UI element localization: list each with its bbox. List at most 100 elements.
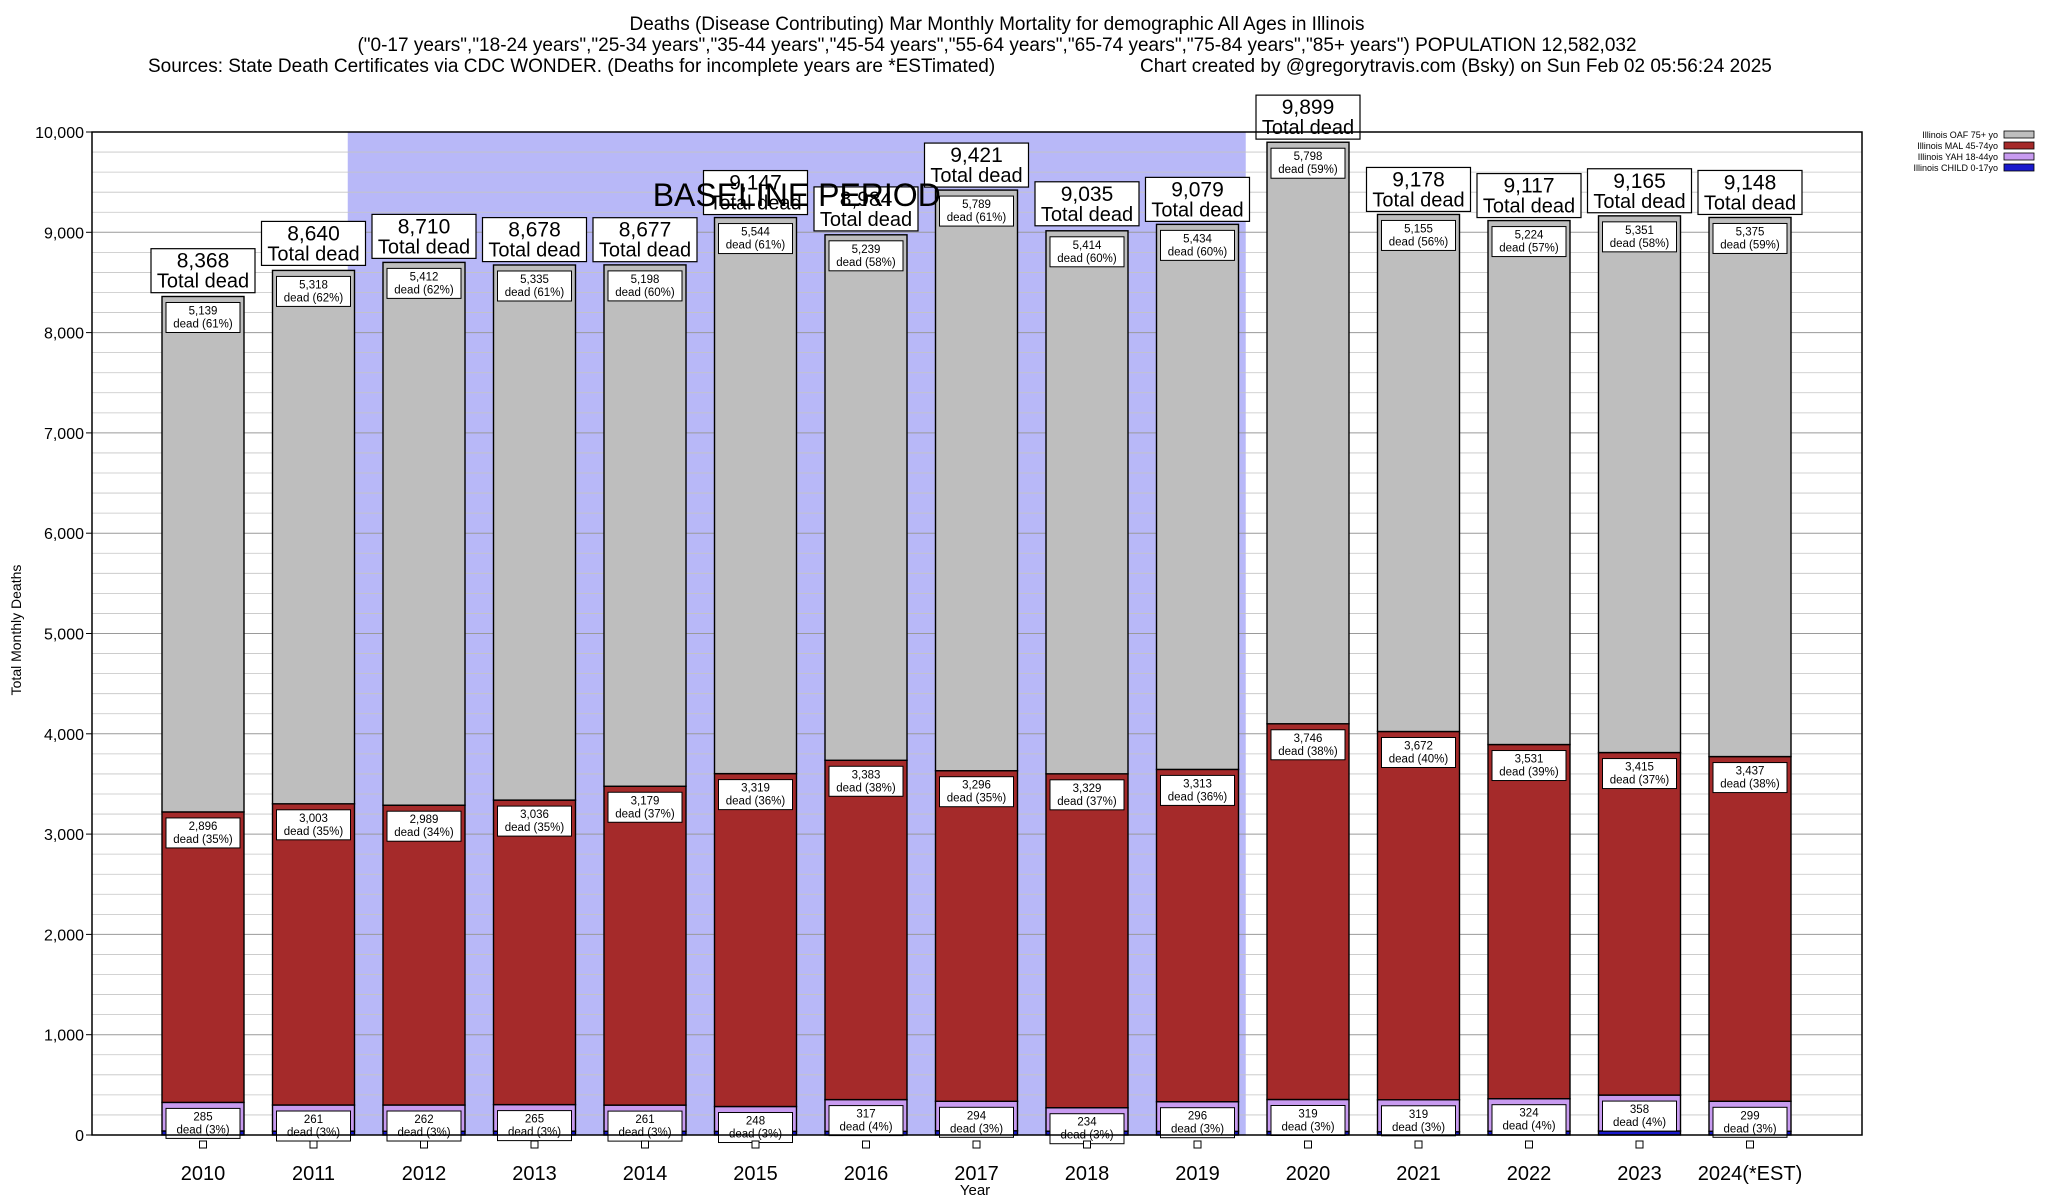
segment-percent-label: dead (62%)	[394, 284, 454, 296]
segment-value-label: 5,375	[1736, 226, 1765, 238]
total-value-label: 9,117	[1504, 175, 1555, 198]
bar-segment	[824, 759, 908, 1101]
total-label-box	[150, 248, 256, 294]
segment-label-box	[1160, 774, 1235, 806]
segment-value-label: 5,789	[962, 199, 991, 211]
segment-percent-label: dead (59%)	[1278, 164, 1338, 176]
y-axis-label: Total Monthly Deaths	[8, 565, 24, 696]
bar-segment	[492, 799, 577, 1106]
x-tick-label: 2014	[623, 1163, 668, 1185]
total-value-label: 9,035	[1061, 183, 1114, 206]
bar-segment	[1155, 768, 1240, 1103]
child-marker	[530, 1140, 539, 1149]
segment-value-label: 3,003	[299, 813, 328, 825]
total-caption-label: Total dead	[820, 209, 912, 231]
bar-segment	[1045, 773, 1129, 1109]
total-value-label: 8,640	[287, 222, 340, 245]
total-caption-label: Total dead	[1593, 191, 1685, 213]
segment-value-label: 5,155	[1404, 223, 1433, 235]
segment-percent-label: dead (35%)	[284, 826, 344, 838]
segment-label-box	[1049, 236, 1125, 268]
y-tick-label: 2,000	[44, 927, 84, 944]
segment-value-label: 261	[304, 1114, 323, 1126]
segment-percent-label: dead (3%)	[397, 1127, 450, 1139]
segment-value-label: 2,989	[410, 814, 439, 826]
child-marker	[641, 1140, 649, 1149]
total-label-box	[1697, 169, 1803, 216]
total-caption-label: Total dead	[930, 165, 1022, 187]
segment-value-label: 261	[635, 1114, 654, 1126]
segment-label-box	[607, 270, 683, 302]
segment-label-box	[1712, 762, 1788, 794]
segment-label-box	[939, 776, 1014, 808]
segment-label-box	[607, 791, 683, 823]
segment-value-label: 5,335	[520, 274, 549, 286]
x-tick-label: 2024(*EST)	[1698, 1163, 1803, 1185]
segment-percent-label: dead (37%)	[1610, 775, 1670, 787]
segment-percent-label: dead (61%)	[947, 212, 1007, 224]
total-value-label: 9,079	[1171, 178, 1224, 201]
bar-segment	[271, 803, 356, 1106]
segment-percent-label: dead (61%)	[726, 240, 786, 252]
segment-percent-label: dead (3%)	[618, 1127, 671, 1139]
segment-percent-label: dead (35%)	[505, 822, 565, 834]
child-marker	[972, 1140, 981, 1149]
segment-label-box	[386, 267, 462, 299]
segment-value-label: 5,544	[741, 227, 770, 239]
bar-segment	[1266, 141, 1350, 725]
total-caption-label: Total dead	[1372, 189, 1464, 211]
total-label-box	[481, 216, 588, 263]
chart-title: Deaths (Disease Contributing) Mar Monthl…	[630, 14, 1365, 35]
y-tick-label: 3,000	[44, 827, 84, 844]
segment-percent-label: dead (3%)	[1171, 1124, 1224, 1136]
chart-credit: Chart created by @gregorytravis.com (Bsk…	[1140, 56, 1772, 77]
segment-percent-label: dead (35%)	[947, 793, 1007, 805]
segment-label-box	[1602, 758, 1677, 790]
baseline-period-label: BASELINE PERIOD	[653, 177, 941, 213]
segment-label-box	[386, 1110, 462, 1142]
total-caption-label: Total dead	[1483, 196, 1575, 218]
segment-value-label: 2,896	[189, 821, 218, 833]
child-marker	[199, 1140, 207, 1149]
segment-value-label: 5,434	[1183, 233, 1212, 245]
segment-value-label: 319	[1409, 1109, 1428, 1121]
legend-swatch	[2003, 130, 2035, 139]
bar-segment	[713, 772, 798, 1108]
segment-value-label: 3,296	[962, 780, 991, 792]
segment-value-label: 265	[525, 1114, 544, 1126]
segment-label-box	[276, 275, 351, 307]
legend-label: Illinois CHILD 0-17yo	[1913, 163, 1998, 173]
total-caption-label: Total dead	[1151, 199, 1243, 221]
segment-percent-label: dead (37%)	[615, 808, 675, 820]
segment-percent-label: dead (3%)	[287, 1127, 340, 1139]
y-tick-label: 8,000	[44, 326, 84, 343]
segment-value-label: 3,319	[741, 783, 770, 795]
segment-value-label: 5,318	[299, 279, 328, 291]
segment-value-label: 5,798	[1294, 151, 1323, 163]
y-tick-label: 9,000	[44, 225, 84, 242]
segment-value-label: 5,198	[631, 274, 660, 286]
segment-label-box	[497, 805, 572, 837]
segment-value-label: 294	[967, 1110, 987, 1122]
total-value-label: 9,899	[1282, 96, 1335, 119]
segment-value-label: 3,036	[520, 809, 549, 821]
segment-label-box	[1491, 1104, 1567, 1136]
x-tick-label: 2021	[1396, 1163, 1441, 1185]
bar-segment	[1376, 730, 1461, 1101]
segment-percent-label: dead (36%)	[726, 796, 786, 808]
chart-subtitle: ("0-17 years","18-24 years","25-34 years…	[357, 35, 1636, 56]
total-value-label: 8,984	[840, 188, 893, 211]
segment-label-box	[718, 223, 793, 255]
bar-segment	[603, 264, 687, 787]
x-tick-label: 2018	[1065, 1163, 1110, 1185]
child-marker	[420, 1140, 428, 1149]
segment-percent-label: dead (3%)	[176, 1124, 229, 1136]
bar-segment	[271, 269, 356, 805]
total-label-box	[1476, 172, 1582, 219]
x-tick-label: 2019	[1175, 1163, 1220, 1185]
total-value-label: 9,178	[1392, 168, 1445, 191]
child-marker	[862, 1140, 870, 1149]
child-marker	[1083, 1140, 1091, 1149]
segment-percent-label: dead (37%)	[1057, 796, 1117, 808]
bar-segment	[934, 189, 1019, 772]
